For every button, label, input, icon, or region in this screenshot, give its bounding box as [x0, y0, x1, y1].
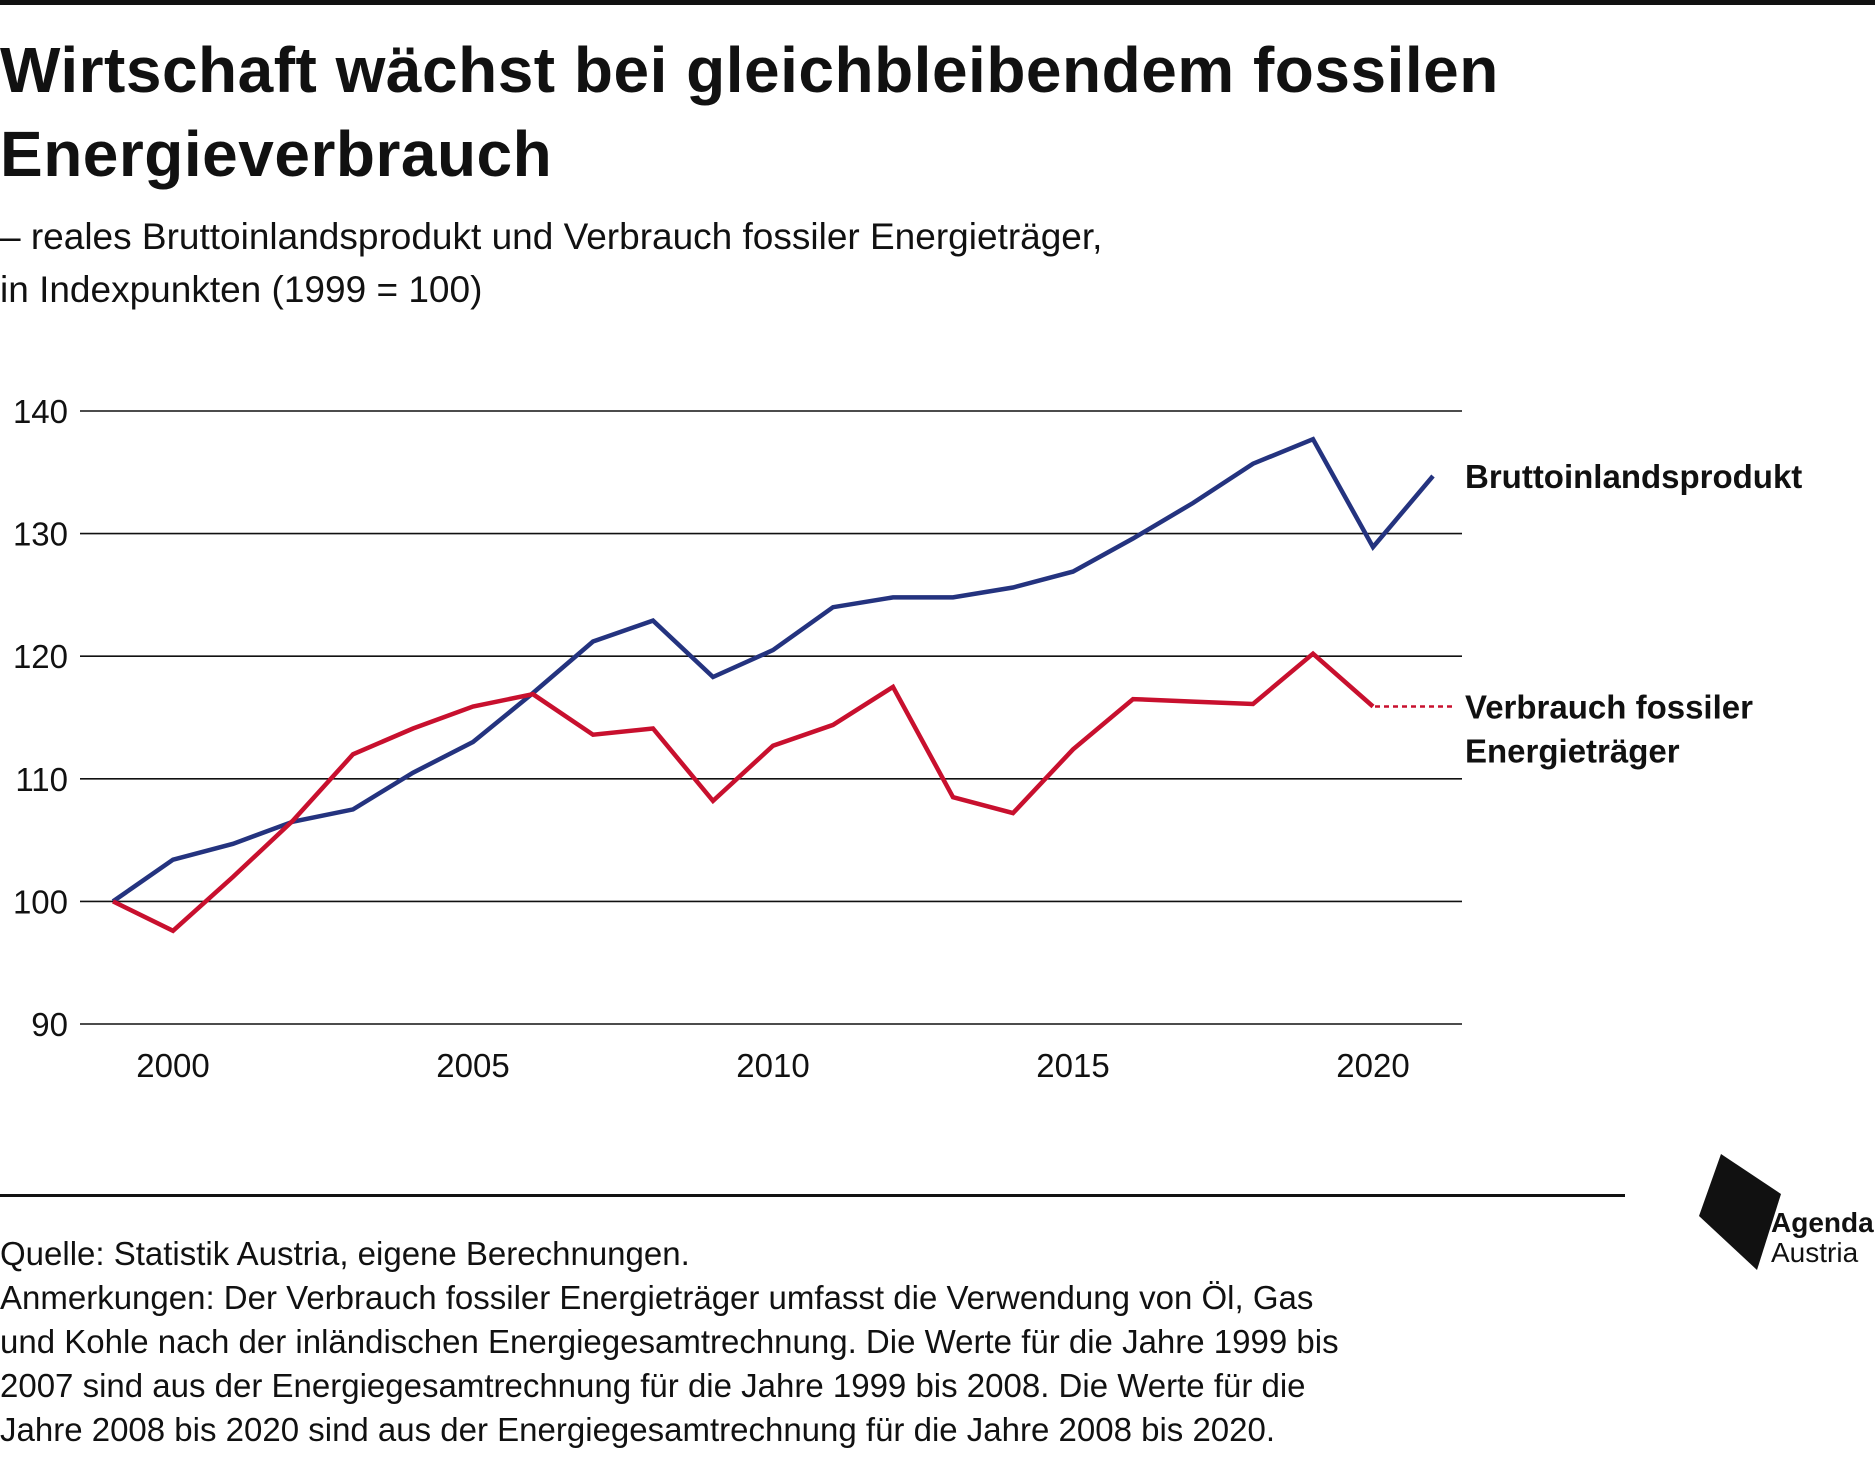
logo-text-austria: Austria — [1771, 1237, 1859, 1268]
x-tick-labels: 2000 2005 2010 2015 2020 — [136, 1047, 1409, 1084]
y-tick-label: 120 — [13, 638, 68, 675]
x-tick-label: 2000 — [136, 1047, 209, 1084]
top-rule — [0, 0, 1875, 5]
gridlines — [80, 410, 1462, 1025]
x-tick-label: 2010 — [736, 1047, 809, 1084]
x-tick-label: 2015 — [1036, 1047, 1109, 1084]
agenda-austria-logo-icon — [1699, 1154, 1781, 1270]
legend-label-fossil-line-2: Energieträger — [1465, 732, 1680, 769]
series-line-bruttoinlandsprodukt — [111, 436, 1435, 904]
legend-label-fossil-line-1: Verbrauch fossiler — [1465, 688, 1753, 725]
y-tick-label: 140 — [13, 393, 68, 430]
line-chart: 90 100 110 120 130 140 2000 2005 2010 2015 2020 B… — [13, 393, 1802, 1084]
y-tick-labels: 90 100 110 120 130 140 — [13, 393, 68, 1043]
legend-label-bruttoinlandsprodukt: Bruttoinlandsprodukt — [1465, 458, 1802, 495]
remark-line-1: Anmerkungen: Der Verbrauch fossiler Ener… — [0, 1279, 1314, 1316]
chart-title: Wirtschaft wächst bei gleichbleibendem f… — [0, 34, 1499, 190]
footer-rule — [0, 1194, 1625, 1197]
remark-line-4: Jahre 2008 bis 2020 sind aus der Energie… — [0, 1411, 1276, 1448]
subtitle-line-2: in Indexpunkten (1999 = 100) — [0, 269, 483, 310]
chart-subtitle: – reales Bruttoinlandsprodukt und Verbra… — [0, 210, 1500, 316]
logo-text-agenda: Agenda — [1771, 1207, 1874, 1238]
series-lines — [111, 436, 1455, 934]
series-line-verbrauch-fossiler-energietraeger — [112, 650, 1375, 934]
remark-line-3: 2007 sind aus der Energiegesamtrechnung … — [0, 1367, 1306, 1404]
remark-line-2: und Kohle nach der inländischen Energieg… — [0, 1323, 1339, 1360]
y-tick-label: 100 — [13, 883, 68, 920]
x-tick-label: 2020 — [1336, 1047, 1409, 1084]
y-tick-label: 90 — [31, 1006, 68, 1043]
y-tick-label: 110 — [15, 761, 68, 798]
y-tick-label: 130 — [13, 516, 68, 553]
subtitle-line-1: – reales Bruttoinlandsprodukt und Verbra… — [0, 216, 1103, 257]
series-labels: Bruttoinlandsprodukt Verbrauch fossiler … — [1465, 458, 1802, 769]
footer-notes: Quelle: Statistik Austria, eigene Berech… — [0, 1232, 1640, 1452]
source-note: Quelle: Statistik Austria, eigene Berech… — [0, 1235, 690, 1272]
logo-text: Agenda Austria — [1771, 1208, 1874, 1268]
x-tick-label: 2005 — [436, 1047, 509, 1084]
